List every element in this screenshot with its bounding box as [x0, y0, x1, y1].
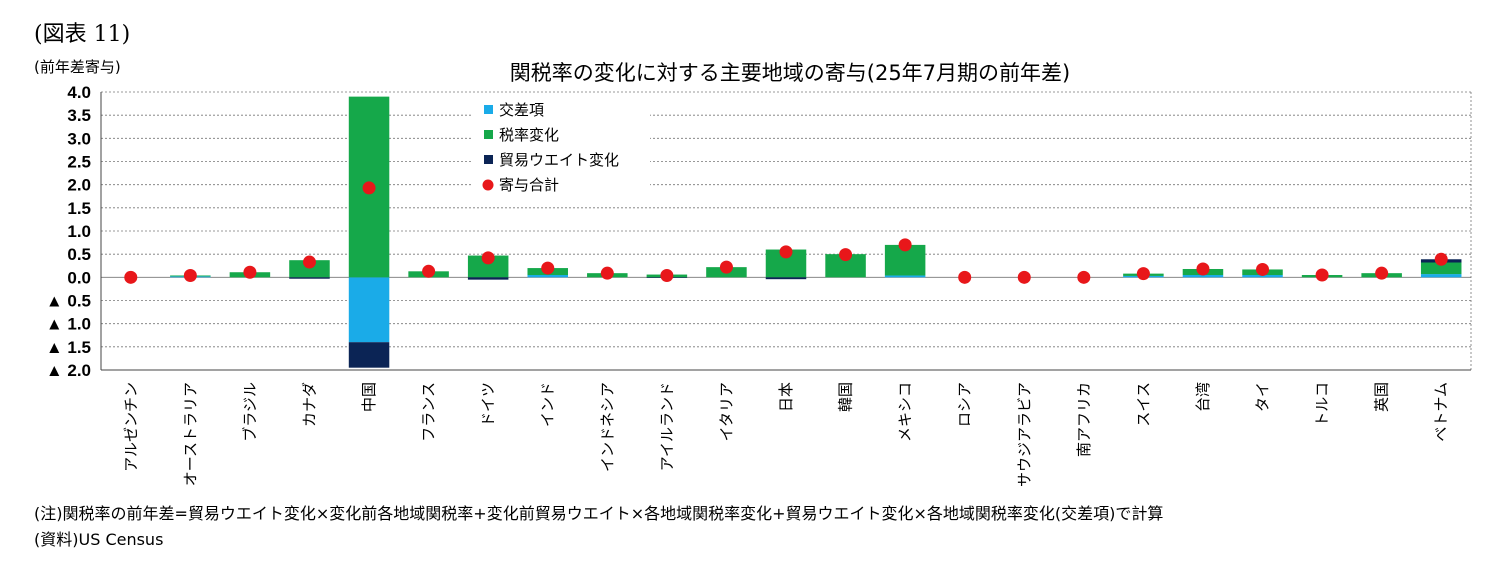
bar-segment	[289, 260, 330, 278]
bar-segment	[1420, 262, 1462, 275]
total-dot	[660, 268, 674, 282]
legend-swatch	[482, 179, 494, 191]
grid-layer	[101, 91, 1472, 371]
y-tick-label: ▲ 1.5	[46, 338, 91, 357]
total-dot	[1434, 252, 1448, 266]
total-dot	[243, 265, 257, 279]
figure-label: (図表 11)	[34, 22, 131, 47]
total-dot	[362, 181, 376, 195]
y-tick-label: 3.0	[67, 129, 91, 148]
total-dot	[1136, 267, 1150, 281]
y-tick-label: 2.5	[67, 153, 91, 172]
x-category-label: アルゼンチン	[122, 382, 140, 472]
y-tick-label: ▲ 2.0	[46, 361, 91, 380]
x-category-label: ドイツ	[479, 382, 497, 427]
bar-segment	[527, 275, 568, 278]
total-dot	[183, 268, 197, 282]
total-dot	[898, 238, 912, 252]
total-dot	[1315, 268, 1329, 282]
x-category-label: インドネシア	[598, 382, 616, 472]
x-category-label: トルコ	[1313, 382, 1331, 427]
y-tick-label: 0.0	[67, 268, 91, 287]
bar-segment	[348, 342, 390, 368]
axis-layer: 4.0 3.5 3.0 2.5 2.0 1.5 1.0 0.5 0.0 ▲ 0.5 ▲ 1.0 ▲ 1…	[46, 83, 1471, 487]
x-category-label: ブラジル	[241, 382, 259, 442]
bar-segment	[348, 277, 390, 343]
x-category-label: ロシア	[956, 382, 974, 427]
legend-swatch	[484, 105, 493, 114]
total-dot	[839, 248, 853, 262]
total-dot	[481, 251, 495, 265]
legend-box	[472, 96, 650, 198]
dot-layer	[124, 181, 1448, 284]
bar-segment	[1182, 275, 1224, 278]
x-category-label: 英国	[1373, 382, 1391, 412]
legend-swatch	[484, 155, 493, 164]
bar-segment	[884, 275, 926, 278]
x-category-label: 台湾	[1194, 382, 1212, 412]
total-dot	[124, 270, 138, 284]
x-category-label: スイス	[1134, 382, 1152, 427]
x-category-label: 韓国	[837, 382, 855, 412]
bar-segment	[765, 277, 807, 280]
legend-label: 貿易ウエイト変化	[499, 151, 619, 169]
chart-title: 関税率の変化に対する主要地域の寄与(25年7月期の前年差)	[510, 61, 1070, 85]
legend-swatch	[484, 130, 493, 139]
legend-label: 交差項	[499, 101, 544, 119]
y-tick-label: 2.0	[67, 176, 91, 195]
x-category-label: ベトナム	[1432, 382, 1450, 442]
y-tick-label: 4.0	[67, 83, 91, 102]
x-category-label: メキシコ	[896, 382, 914, 442]
y-axis-unit-label: (前年差寄与)	[34, 58, 121, 76]
y-tick-label: ▲ 1.0	[46, 315, 91, 334]
y-tick-label: 1.0	[67, 222, 91, 241]
bar-segment	[1420, 274, 1462, 278]
total-dot	[422, 264, 436, 278]
x-category-label: オーストラリア	[181, 382, 199, 486]
bar-segment	[1242, 275, 1283, 278]
bar-segment	[467, 255, 509, 278]
y-tick-label: 1.5	[67, 199, 91, 218]
total-dot	[541, 261, 555, 275]
bar-segment	[467, 277, 509, 280]
bar-segment	[289, 277, 330, 279]
x-category-label: タイ	[1254, 382, 1272, 412]
total-dot	[719, 260, 733, 274]
y-tick-label: 0.5	[67, 245, 91, 264]
y-tick-label: 3.5	[67, 106, 91, 125]
x-category-label: インド	[539, 382, 557, 427]
x-category-label: アイルランド	[658, 382, 676, 471]
total-dot	[302, 255, 316, 269]
note-formula: (注)関税率の前年差=貿易ウエイト変化×変化前各地域関税率+変化前貿易ウエイト×…	[34, 504, 1164, 523]
total-dot	[1017, 270, 1031, 284]
legend-label: 寄与合計	[499, 176, 559, 194]
y-tick-label: ▲ 0.5	[46, 292, 91, 311]
total-dot	[1375, 266, 1389, 280]
total-dot	[1256, 262, 1270, 276]
x-category-label: フランス	[420, 382, 438, 442]
bar-layer	[170, 96, 1462, 368]
x-category-label: カナダ	[300, 382, 318, 427]
total-dot	[1196, 262, 1210, 276]
total-dot	[958, 270, 972, 284]
legend-label: 税率変化	[499, 126, 559, 144]
bar-segment	[825, 254, 866, 278]
x-category-label: 南アフリカ	[1075, 382, 1093, 457]
total-dot	[1077, 270, 1091, 284]
x-category-label: 中国	[360, 382, 378, 412]
x-category-label: 日本	[777, 382, 795, 412]
total-dot	[600, 266, 614, 280]
x-category-label: イタリア	[717, 382, 735, 441]
x-category-label: サウジアラビア	[1015, 382, 1033, 487]
note-source: (資料)US Census	[34, 530, 164, 549]
total-dot	[779, 245, 793, 259]
